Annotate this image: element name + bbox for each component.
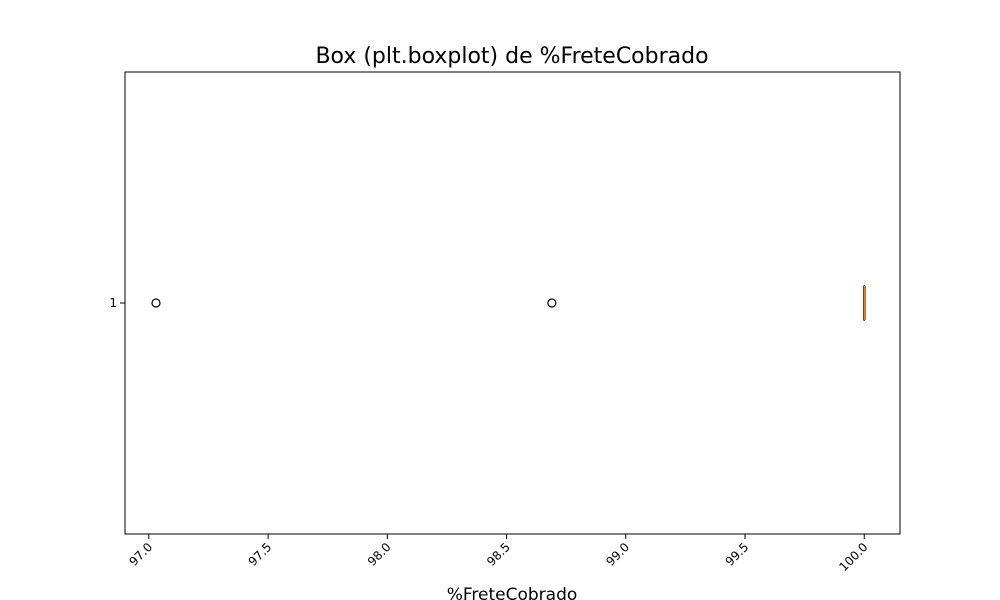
x-tick-label: 99.5 [723,540,752,569]
outlier-point [151,298,161,308]
x-tick-label: 97.5 [246,540,275,569]
y-axis: 1 [109,296,125,310]
x-tick-label: 99.0 [603,540,632,569]
x-tick-label: 98.5 [484,540,513,569]
x-axis-label: %FreteCobrado [447,585,578,600]
x-tick-label: 100.0 [836,540,870,574]
plot-area [124,71,901,535]
y-tick-label: 1 [109,296,117,310]
x-tick-label: 98.0 [365,540,394,569]
boxplot-group [151,285,866,321]
outlier-point [547,298,557,308]
x-tick-label: 97.0 [126,540,155,569]
x-axis: 97.0 97.5 98.0 98.5 99.0 99.5 100.0 [126,534,871,574]
chart-title: Box (plt.boxplot) de %FreteCobrado [315,44,708,69]
